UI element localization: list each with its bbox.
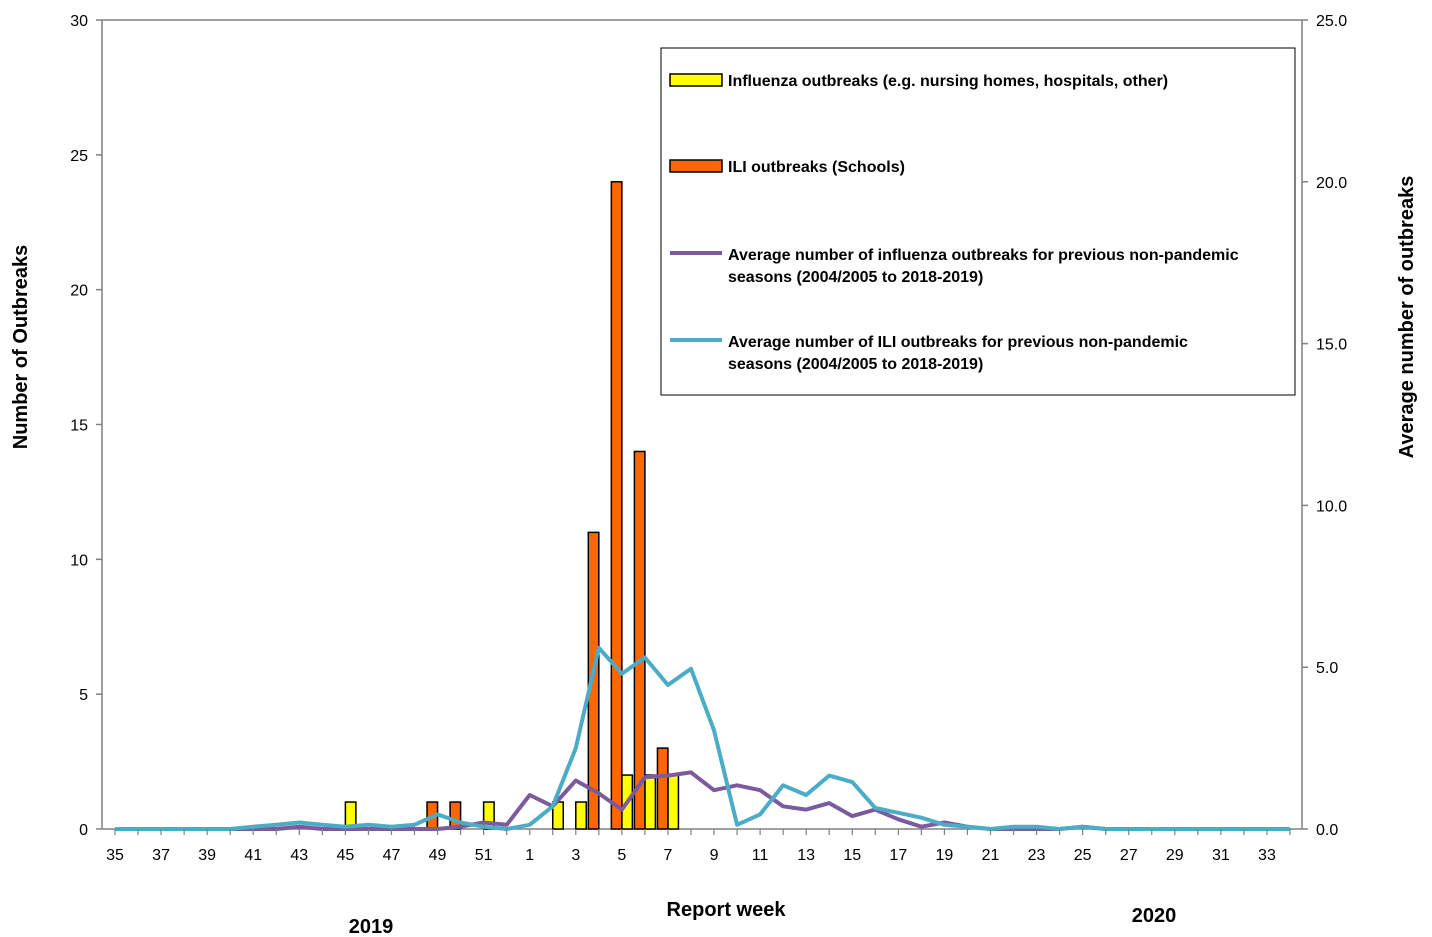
line-avg-ili-outbreaks: [115, 645, 1290, 831]
y-right-tick-label: 0.0: [1316, 822, 1338, 839]
x-tick-label: 47: [383, 847, 401, 864]
x-tick-label: 35: [106, 847, 124, 864]
x-tick-label: 27: [1120, 847, 1138, 864]
legend-label-avg-ili-line1: Average number of ILI outbreaks for prev…: [728, 334, 1188, 351]
y-left-tick-label: 30: [70, 13, 88, 30]
x-tick-label: 7: [663, 847, 672, 864]
x-tick-label: 11: [752, 847, 769, 864]
x-tick-label: 13: [797, 847, 815, 864]
y-right-tick-label: 15.0: [1316, 337, 1347, 354]
y-left-tick-label: 0: [79, 822, 88, 839]
y-left-tick-label: 5: [79, 687, 88, 704]
x-tick-label: 19: [936, 847, 954, 864]
y-right-tick-label: 5.0: [1316, 660, 1338, 677]
x-tick-label: 43: [290, 847, 308, 864]
legend: Influenza outbreaks (e.g. nursing homes,…: [660, 47, 1296, 396]
bar-influenza-outbreaks: [644, 774, 657, 830]
y-left-tick-label: 20: [70, 283, 88, 300]
x-tick-label: 51: [475, 847, 493, 864]
x-tick-label: 23: [1028, 847, 1046, 864]
bar-influenza-outbreaks: [575, 801, 588, 830]
bar-ili-outbreaks: [633, 450, 646, 830]
bar-ili-outbreaks: [656, 747, 669, 830]
x-tick-label: 41: [244, 847, 262, 864]
legend-label-influenza-outbreaks: Influenza outbreaks (e.g. nursing homes,…: [728, 73, 1168, 90]
legend-label-avg-influenza-line2: seasons (2004/2005 to 2018-2019): [728, 269, 983, 286]
legend-label-avg-ili: Average number of ILI outbreaks for prev…: [728, 334, 1192, 373]
x-axis-title: Report week: [667, 899, 787, 921]
year-label-2019: 2019: [349, 916, 394, 937]
y-left-tick-label: 15: [70, 418, 88, 435]
x-tick-label: 3: [571, 847, 580, 864]
x-tick-label: 21: [982, 847, 1000, 864]
x-tick-label: 5: [617, 847, 626, 864]
legend-box: [660, 47, 1296, 396]
y-axis-left-title: Number of Outbreaks: [10, 245, 32, 449]
y-right-tick-label: 10.0: [1316, 498, 1347, 515]
x-tick-label: 1: [525, 847, 534, 864]
x-tick-label: 37: [152, 847, 170, 864]
x-tick-label: 25: [1074, 847, 1092, 864]
year-label-2020: 2020: [1132, 905, 1177, 927]
legend-swatch-ili-outbreaks: [669, 159, 723, 173]
x-tick-label: 33: [1258, 847, 1276, 864]
y-left-tick-label: 25: [70, 148, 88, 165]
bar-ili-outbreaks: [610, 181, 623, 830]
legend-swatch-influenza-outbreaks: [669, 73, 723, 87]
y-axis-right-title: Average number of outbreaks: [1396, 176, 1418, 459]
y-right-tick-label: 25.0: [1316, 13, 1347, 30]
legend-label-avg-influenza-line1: Average number of influenza outbreaks fo…: [728, 247, 1239, 264]
legend-label-ili-outbreaks: ILI outbreaks (Schools): [728, 159, 905, 176]
legend-label-avg-ili-line2: seasons (2004/2005 to 2018-2019): [728, 356, 983, 373]
x-tick-label: 9: [710, 847, 719, 864]
x-tick-label: 39: [198, 847, 216, 864]
legend-label-avg-influenza: Average number of influenza outbreaks fo…: [728, 247, 1243, 286]
x-tick-label: 15: [843, 847, 861, 864]
y-right-tick-label: 20.0: [1316, 175, 1347, 192]
x-tick-label: 45: [336, 847, 354, 864]
bar-influenza-outbreaks: [667, 774, 680, 830]
x-tick-label: 17: [889, 847, 907, 864]
bar-ili-outbreaks: [587, 531, 600, 830]
y-left-tick-label: 10: [70, 552, 88, 569]
line-avg-influenza-outbreaks: [115, 770, 1290, 831]
x-tick-label: 29: [1166, 847, 1184, 864]
x-tick-label: 31: [1212, 847, 1230, 864]
x-tick-label: 49: [429, 847, 447, 864]
